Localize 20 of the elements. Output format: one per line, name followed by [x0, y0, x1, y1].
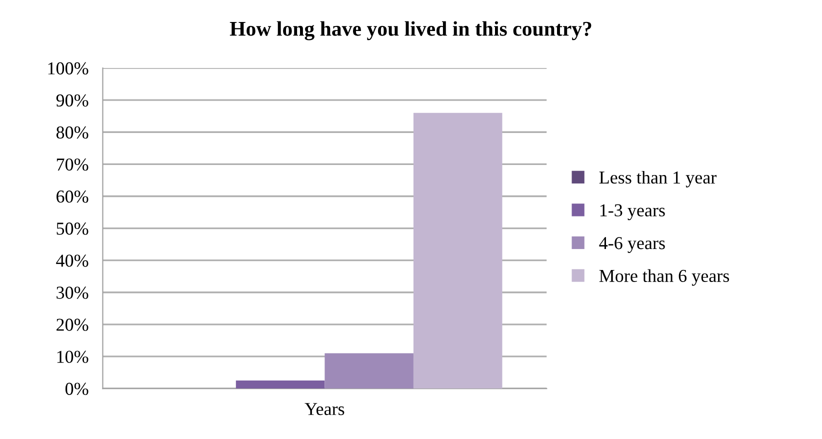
legend-label: Less than 1 year [599, 170, 716, 188]
bar [236, 380, 325, 389]
y-tick-label: 70% [56, 158, 88, 171]
y-tick-label: 90% [56, 94, 88, 107]
legend-label: More than 6 years [599, 269, 730, 286]
legend-label: 1-3 years [600, 204, 665, 220]
y-tick-label: 80% [56, 126, 88, 139]
bar [413, 112, 502, 389]
y-tick-label: 40% [56, 254, 88, 267]
legend-label: 4-6 years [599, 237, 665, 253]
y-tick-label: 10% [57, 350, 88, 363]
bar [324, 353, 414, 389]
y-tick-label: 20% [56, 318, 88, 331]
y-tick-label: 50% [56, 222, 88, 235]
chart-title: How long have you lived in this country? [230, 21, 592, 40]
y-tick-label: 100% [48, 62, 88, 75]
y-tick-label: 0% [65, 382, 88, 396]
y-tick-label: 60% [56, 190, 88, 203]
x-axis-title: Years [304, 403, 344, 416]
y-tick-label: 30% [56, 286, 88, 299]
